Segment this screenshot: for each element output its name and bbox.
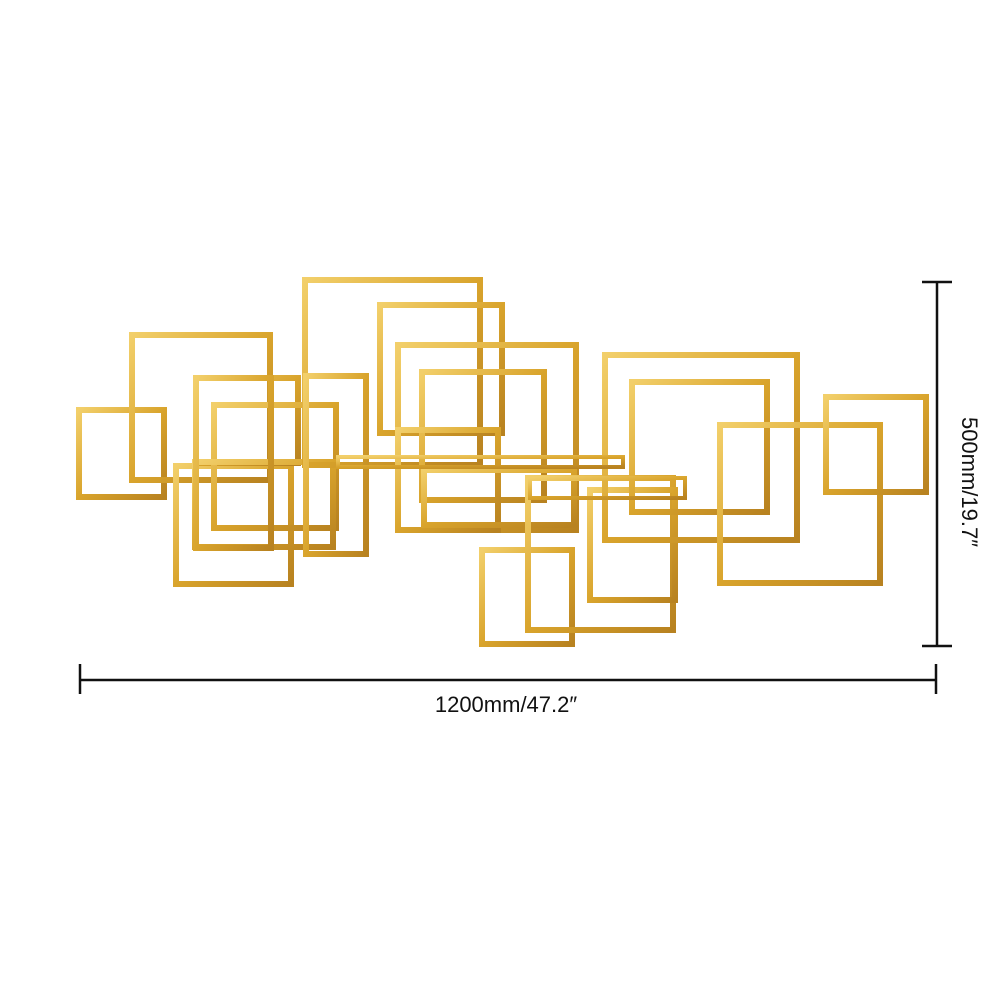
square-frame	[528, 476, 687, 500]
square-frame	[602, 352, 800, 543]
square-frame	[336, 455, 625, 469]
square-frame	[823, 394, 929, 495]
height-dimension	[922, 280, 952, 648]
width-dimension-label: 1200mm/47.2″	[435, 692, 578, 717]
square-frame	[419, 369, 547, 503]
width-dimension	[78, 664, 938, 694]
square-frame	[395, 427, 501, 533]
square-frame	[193, 375, 274, 551]
wall-art-square-frames	[76, 277, 929, 647]
square-frame	[525, 475, 676, 633]
square-frame	[76, 407, 167, 500]
height-dimension-label: 500mm/19.7″	[957, 417, 982, 547]
square-frame	[629, 379, 770, 515]
square-frame	[717, 422, 883, 586]
